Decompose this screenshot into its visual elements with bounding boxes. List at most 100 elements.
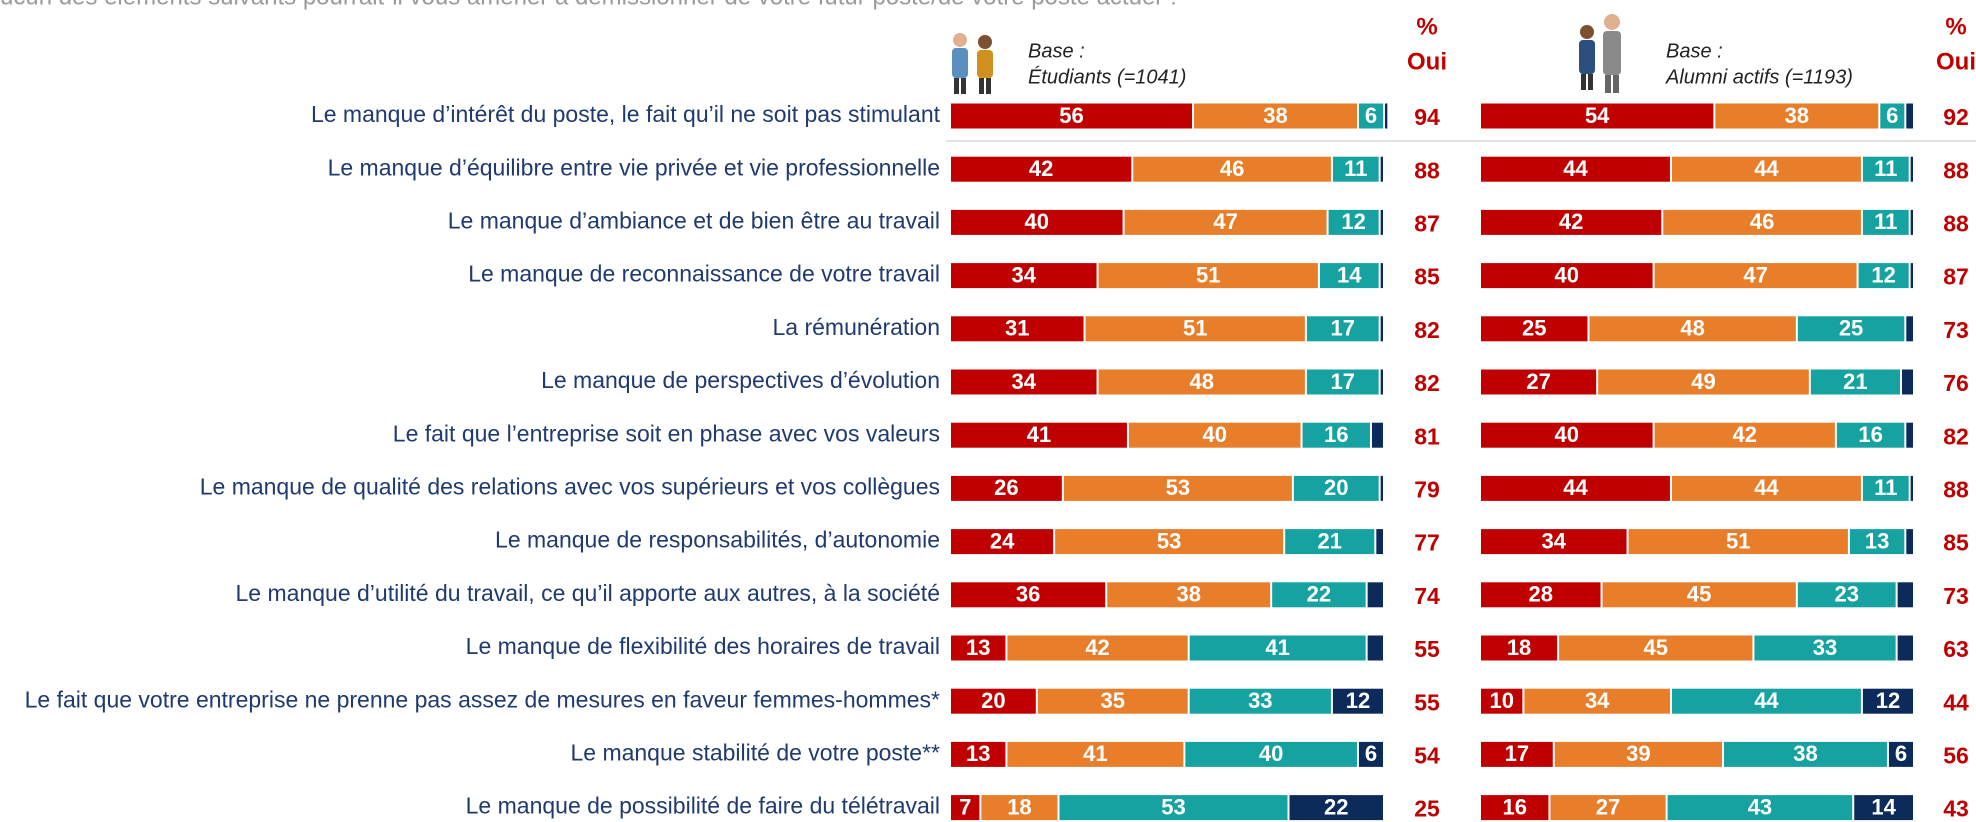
segment-label: 10 [1489, 688, 1513, 713]
segment-label: 25 [1522, 316, 1546, 341]
total-label: 88 [1414, 157, 1440, 183]
base-label: Base : [1666, 40, 1723, 62]
bar-segment [951, 263, 1097, 289]
bar-segment [1380, 263, 1383, 289]
bar-segment [1810, 369, 1900, 395]
bar-segment [1133, 156, 1331, 182]
segment-label: 42 [1029, 156, 1053, 181]
bar-segment [951, 529, 1054, 555]
total-label: 55 [1414, 636, 1440, 662]
bar-segment [1602, 582, 1796, 608]
category-label: Le fait que votre entreprise ne prenne p… [25, 686, 940, 712]
category-label: Le manque de possibilité de faire du tél… [466, 793, 940, 819]
bar-segment [1910, 263, 1913, 289]
total-label: 54 [1414, 742, 1440, 768]
segment-label: 7 [959, 794, 971, 819]
bar-segment [1185, 741, 1357, 767]
segment-label: 11 [1344, 156, 1367, 181]
bar-segment [951, 369, 1097, 395]
segment-label: 27 [1596, 794, 1620, 819]
bar-segment [1285, 529, 1375, 555]
total-label: 87 [1414, 210, 1440, 236]
bar-segment [1481, 156, 1670, 182]
segment-label: 13 [1865, 528, 1889, 553]
segment-label: 56 [1059, 103, 1083, 128]
bar-segment [951, 635, 1006, 661]
segment-label: 40 [1025, 209, 1049, 234]
bar-segment [1128, 422, 1301, 448]
segment-label: 40 [1555, 262, 1579, 287]
segment-label: 12 [1871, 262, 1895, 287]
bar-segment [1306, 316, 1379, 342]
bar-segment [1559, 635, 1753, 661]
bar-segment [1598, 369, 1809, 395]
segment-label: 26 [994, 475, 1018, 500]
total-label: 82 [1414, 370, 1440, 396]
total-label: 82 [1943, 423, 1969, 449]
bar-segment [1671, 475, 1861, 501]
bar-segment [1481, 209, 1662, 235]
category-label: Le manque d’intérêt du poste, le fait qu… [311, 101, 941, 127]
category-label: Le manque de qualité des relations avec … [200, 473, 940, 499]
segment-label: 38 [1176, 582, 1200, 607]
bar-segment [1654, 422, 1835, 448]
bar-segment [1481, 795, 1549, 821]
bar-segment [1481, 688, 1523, 714]
students-icon [952, 33, 993, 94]
total-label: 76 [1943, 370, 1969, 396]
bar-segment [1085, 316, 1305, 342]
bar-segment [1380, 369, 1383, 395]
bar-segment [1754, 635, 1896, 661]
segment-label: 6 [1895, 741, 1907, 766]
bar-segment [1481, 635, 1558, 661]
total-label: 94 [1414, 104, 1440, 130]
base-name: Étudiants (=1041) [1028, 65, 1186, 88]
bar-segment [1858, 263, 1909, 289]
total-label: 88 [1943, 157, 1969, 183]
percent-header: % [1416, 13, 1437, 40]
category-label: Le fait que l’entreprise soit en phase a… [393, 420, 940, 446]
segment-label: 22 [1324, 794, 1348, 819]
segment-label: 46 [1750, 209, 1774, 234]
segment-label: 16 [1324, 422, 1348, 447]
base-name: Alumni actifs (=1193) [1665, 66, 1853, 88]
segment-label: 11 [1874, 475, 1897, 500]
bar-segment [951, 316, 1084, 342]
segment-label: 53 [1157, 528, 1181, 553]
segment-label: 11 [1874, 156, 1897, 181]
segment-label: 16 [1858, 422, 1882, 447]
bar-segment [1797, 316, 1905, 342]
segment-label: 13 [966, 635, 990, 660]
bar-segment [951, 209, 1123, 235]
bar-segment [1124, 209, 1327, 235]
bar-segment [1906, 316, 1913, 342]
segment-label: 42 [1559, 209, 1583, 234]
total-label: 85 [1943, 530, 1969, 556]
segment-label: 25 [1839, 316, 1863, 341]
bar-segment [1797, 582, 1896, 608]
bar-segment [1376, 529, 1383, 555]
bar-segment [1358, 103, 1383, 129]
segment-label: 51 [1726, 528, 1750, 553]
total-label: 82 [1414, 317, 1440, 343]
segment-label: 23 [1834, 582, 1858, 607]
category-label: Le manque d’équilibre entre vie privée e… [328, 154, 940, 180]
segment-label: 16 [1502, 794, 1526, 819]
bar-segment [1063, 475, 1292, 501]
total-label: 55 [1414, 689, 1440, 715]
bar-segment [951, 103, 1193, 129]
segment-label: 48 [1680, 316, 1704, 341]
segment-label: 42 [1085, 635, 1109, 660]
segment-label: 17 [1331, 316, 1355, 341]
total-label: 88 [1943, 476, 1969, 502]
category-label: Le manque de flexibilité des horaires de… [466, 633, 940, 659]
bar-segment [1194, 103, 1357, 129]
bar-segment [1880, 103, 1905, 129]
segment-label: 45 [1687, 582, 1711, 607]
category-label: La rémunération [773, 314, 941, 340]
segment-label: 20 [981, 688, 1005, 713]
bar-segment [1671, 156, 1861, 182]
segment-label: 44 [1563, 475, 1588, 500]
bar-segment [1862, 688, 1913, 714]
segment-label: 46 [1220, 156, 1244, 181]
